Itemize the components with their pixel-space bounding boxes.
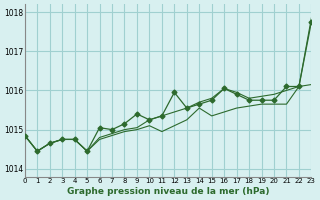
X-axis label: Graphe pression niveau de la mer (hPa): Graphe pression niveau de la mer (hPa) — [67, 187, 269, 196]
